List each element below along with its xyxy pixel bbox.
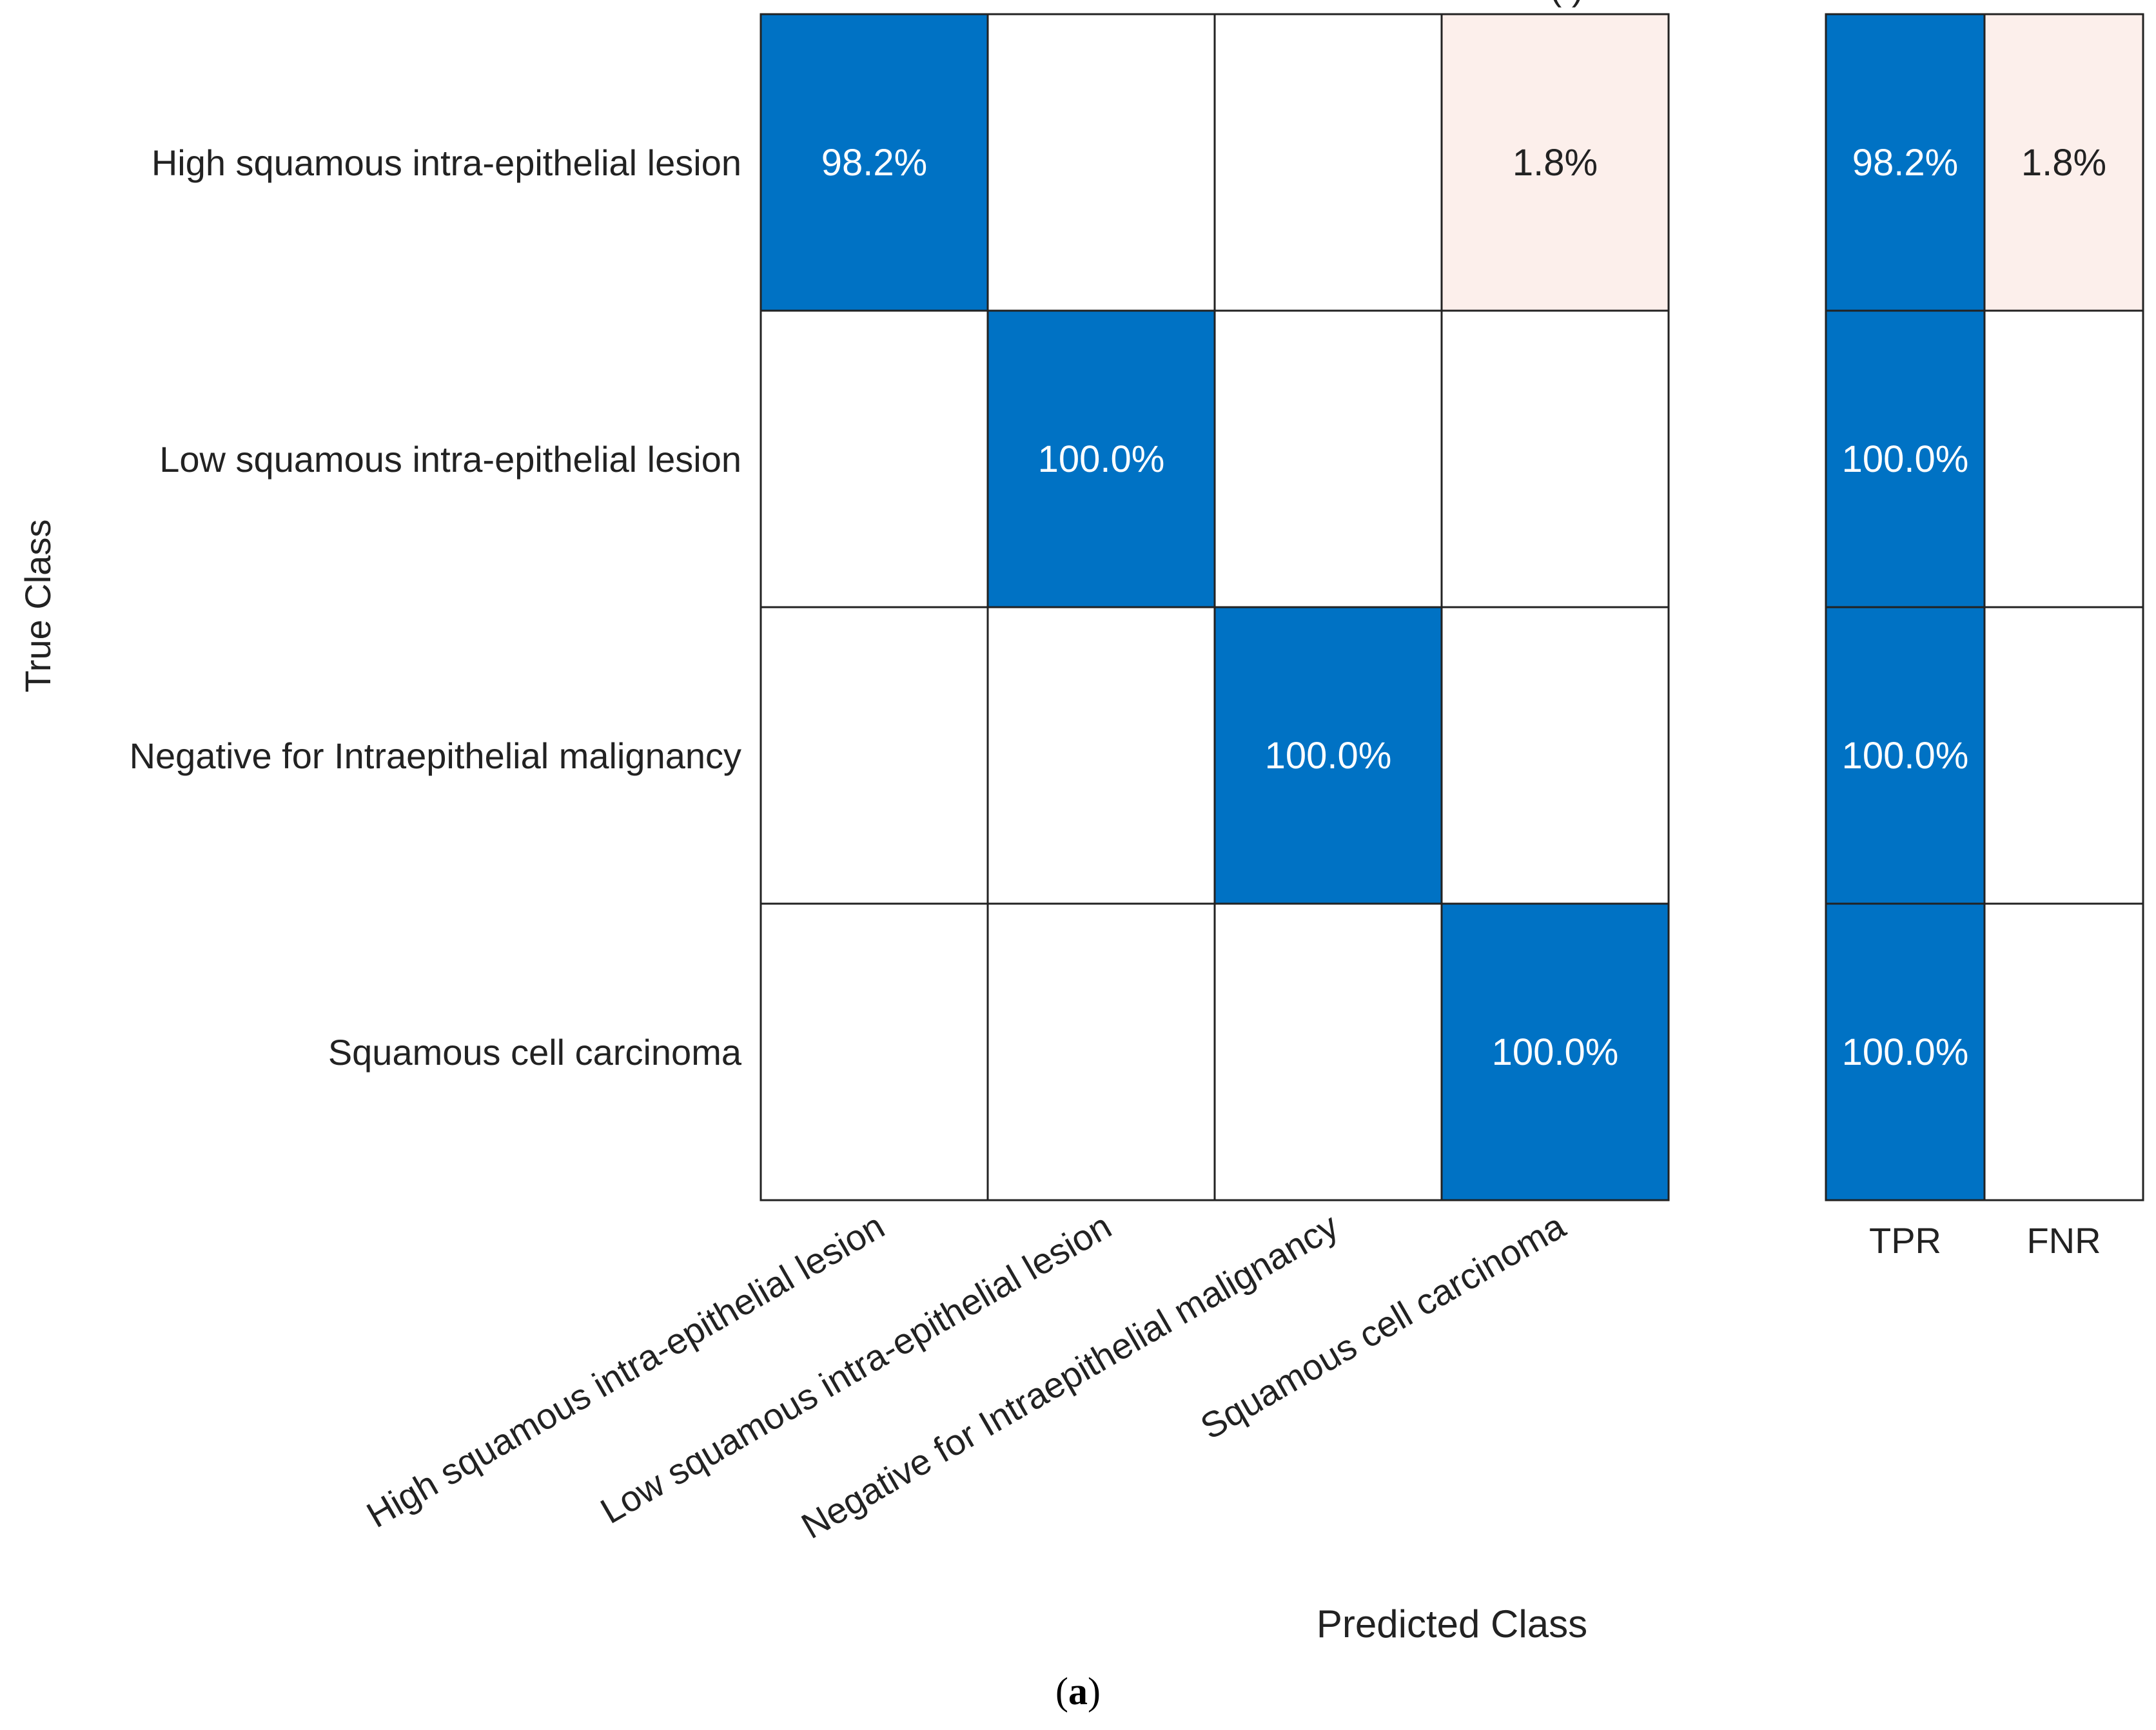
matrix-cell-r3-c3-label: 100.0% xyxy=(1492,1031,1619,1073)
caption-letter: a xyxy=(1068,1670,1088,1713)
summary-col-label-tpr: TPR xyxy=(1869,1220,1941,1261)
summary-cells: 98.2% 1.8% 100.0% 100.0% 100.0% xyxy=(1825,13,2144,1201)
row-label-3: Squamous cell carcinoma xyxy=(328,1032,742,1073)
col-label-3: Squamous cell carcinoma xyxy=(1193,1205,1573,1447)
matrix-cell-r1-c1 xyxy=(986,309,1216,608)
chart-title: ( ) xyxy=(1550,0,1584,8)
matrix-cell-r3-c1 xyxy=(986,902,1216,1201)
row-label-0: High squamous intra-epithelial lesion xyxy=(152,142,741,183)
matrix-cell-r2-c1 xyxy=(986,606,1216,905)
matrix-cell-r2-c2-label: 100.0% xyxy=(1265,735,1392,777)
matrix-cell-r1-c2 xyxy=(1213,309,1443,608)
matrix-cell-r2-c0 xyxy=(760,606,989,905)
summary-cell-fnr-r2 xyxy=(1983,606,2144,905)
matrix-cells: 98.2% 1.8% 100.0% 100.0% 100.0% xyxy=(760,13,1670,1201)
col-labels: High squamous intra-epithelial lesionLow… xyxy=(360,1205,1573,1546)
summary-col-labels: TPR FNR xyxy=(1869,1220,2101,1261)
summary-col-label-fnr: FNR xyxy=(2026,1220,2101,1261)
summary-cell-tpr-r1 xyxy=(1825,309,1986,608)
matrix-cell-r3-c0 xyxy=(760,902,989,1201)
summary-cell-tpr-r1-label: 100.0% xyxy=(1842,438,1969,480)
summary-cell-fnr-r0-label: 1.8% xyxy=(2021,142,2106,184)
matrix-cell-r0-c1 xyxy=(986,13,1216,312)
figure-caption: (a) xyxy=(0,1669,2156,1714)
matrix-cell-r1-c1-label: 100.0% xyxy=(1038,438,1165,480)
matrix-cell-r1-c3 xyxy=(1440,309,1670,608)
summary-cell-tpr-r2-label: 100.0% xyxy=(1842,735,1969,777)
caption-open: ( xyxy=(1055,1670,1068,1713)
row-label-1: Low squamous intra-epithelial lesion xyxy=(159,439,741,480)
summary-cell-tpr-r0 xyxy=(1825,13,1986,312)
matrix-cell-r2-c3 xyxy=(1440,606,1670,905)
matrix-cell-r3-c2 xyxy=(1213,902,1443,1201)
x-axis-label: Predicted Class xyxy=(1317,1602,1587,1646)
matrix-cell-r0-c0 xyxy=(760,13,989,312)
matrix-cell-r0-c2 xyxy=(1213,13,1443,312)
matrix-cell-r0-c0-label: 98.2% xyxy=(821,142,927,184)
summary-cell-fnr-r3 xyxy=(1983,902,2144,1201)
summary-cell-tpr-r3-label: 100.0% xyxy=(1842,1031,1969,1073)
summary-cell-tpr-r3 xyxy=(1825,902,1986,1201)
summary-cell-tpr-r0-label: 98.2% xyxy=(1852,142,1958,184)
row-labels: High squamous intra-epithelial lesion Low… xyxy=(130,142,742,1073)
matrix-cell-r1-c0 xyxy=(760,309,989,608)
row-label-2: Negative for Intraepithelial malignancy xyxy=(130,735,741,776)
matrix-cell-r3-c3 xyxy=(1440,902,1670,1201)
caption-close: ) xyxy=(1088,1670,1101,1713)
matrix-cell-r0-c3 xyxy=(1440,13,1670,312)
matrix-cell-r0-c3-label: 1.8% xyxy=(1513,142,1598,184)
summary-cell-fnr-r1 xyxy=(1983,309,2144,608)
matrix-cell-r2-c2 xyxy=(1213,606,1443,905)
y-axis-label: True Class xyxy=(17,520,58,693)
